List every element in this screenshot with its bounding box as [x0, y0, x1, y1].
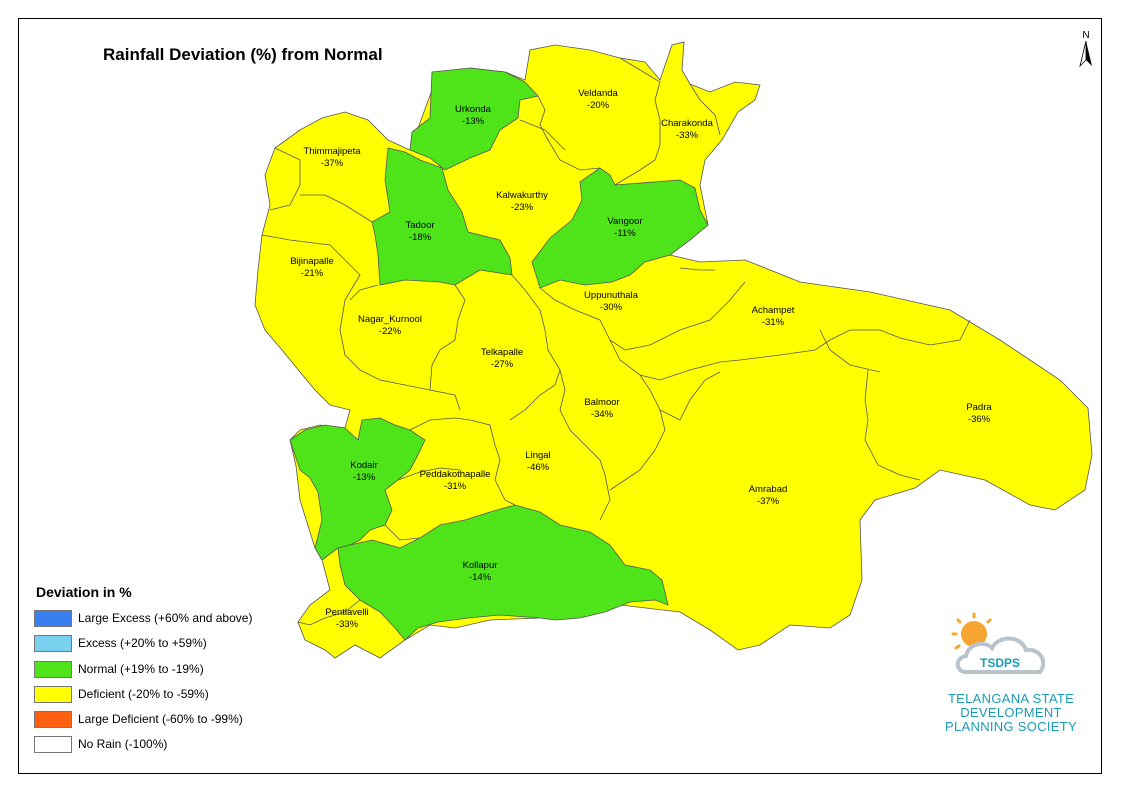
mandal-value-balmoor: -34%: [591, 409, 614, 420]
mandal-value-kalwakurthy: -23%: [511, 202, 534, 213]
mandal-name-nagar-kurnool: Nagar_Kurnool: [358, 314, 422, 325]
mandal-name-urkonda: Urkonda: [455, 104, 492, 115]
legend: Deviation in % Large Excess (+60% and ab…: [30, 584, 252, 762]
mandal-name-padra: Padra: [966, 402, 992, 413]
legend-item: No Rain (-100%): [30, 736, 167, 761]
logo-line: TELANGANA STATE: [947, 691, 1075, 706]
mandal-value-nagar-kurnool: -22%: [379, 326, 402, 337]
mandal-name-kodair: Kodair: [350, 460, 377, 471]
legend-swatch: [34, 711, 72, 729]
mandal-value-bijinapalle: -21%: [301, 268, 324, 279]
map-title: Rainfall Deviation (%) from Normal: [103, 45, 383, 64]
mandal-value-kollapur: -14%: [469, 572, 492, 583]
mandal-value-padra: -36%: [968, 414, 991, 425]
legend-label: Large Deficient (-60% to -99%): [78, 712, 243, 727]
mandal-kollapur[interactable]: [337, 504, 669, 641]
mandal-name-lingal: Lingal: [525, 450, 550, 461]
mandal-value-thimmajipeta: -37%: [321, 158, 344, 169]
cloud-icon: [955, 636, 1046, 674]
legend-title: Deviation in %: [36, 584, 132, 600]
mandal-value-veldanda: -20%: [587, 100, 610, 111]
mandal-name-balmoor: Balmoor: [584, 397, 619, 408]
mandal-kodair[interactable]: [289, 417, 426, 561]
legend-label: Deficient (-20% to -59%): [78, 686, 209, 701]
mandal-name-kollapur: Kollapur: [463, 560, 498, 571]
mandal-name-charakonda: Charakonda: [661, 118, 713, 129]
legend-label: Excess (+20% to +59%): [78, 636, 207, 651]
mandal-name-achampet: Achampet: [752, 305, 795, 316]
legend-item: Large Excess (+60% and above): [30, 610, 252, 635]
legend-swatch: [34, 635, 72, 653]
mandal-name-tadoor: Tadoor: [405, 220, 434, 231]
mandal-value-peddakothapalle: -31%: [444, 481, 467, 492]
tsdps-logo: TSDPS: [951, 612, 1046, 674]
mandal-value-achampet: -31%: [762, 317, 785, 328]
mandal-name-telkapalle: Telkapalle: [481, 347, 523, 358]
north-arrow-icon: N: [1079, 30, 1092, 68]
legend-item: Normal (+19% to -19%): [30, 660, 204, 686]
logo-acronym: TSDPS: [980, 656, 1020, 670]
legend-label: Large Excess (+60% and above): [78, 611, 253, 625]
mandal-name-kalwakurthy: Kalwakurthy: [496, 190, 548, 201]
legend-swatch: [34, 610, 72, 627]
legend-item: Excess (+20% to +59%): [30, 635, 207, 660]
logo-line: PLANNING SOCIETY: [945, 719, 1077, 734]
legend-label: Normal (+19% to -19%): [78, 661, 204, 676]
legend-swatch: [34, 685, 72, 703]
mandal-name-amrabad: Amrabad: [749, 484, 788, 495]
sun-icon: [951, 612, 992, 650]
legend-item: Deficient (-20% to -59%): [30, 685, 209, 711]
mandal-boundaries: [261, 57, 971, 626]
mandal-value-telkapalle: -27%: [491, 359, 514, 370]
district-outline: [254, 41, 1093, 659]
mandal-value-urkonda: -13%: [462, 116, 485, 127]
legend-item: Large Deficient (-60% to -99%): [30, 711, 243, 736]
mandal-value-kodair: -13%: [353, 472, 376, 483]
mandal-name-uppunuthala: Uppunuthala: [584, 290, 639, 301]
mandal-name-bijinapalle: Bijinapalle: [290, 256, 333, 267]
mandal-vangoor[interactable]: [531, 167, 709, 289]
mandal-name-vangoor: Vangoor: [607, 216, 642, 227]
mandal-value-tadoor: -18%: [409, 232, 432, 243]
mandal-tadoor[interactable]: [371, 147, 513, 286]
logo-text: TELANGANA STATE DEVELOPMENT PLANNING SOC…: [936, 692, 1086, 734]
mandal-value-uppunuthala: -30%: [600, 302, 623, 313]
mandal-value-amrabad: -37%: [757, 496, 780, 507]
north-label: N: [1082, 30, 1089, 41]
legend-label: No Rain (-100%): [78, 737, 168, 752]
legend-swatch: [34, 736, 72, 754]
legend-swatch: [34, 660, 72, 678]
mandal-name-pentlavelli: Pentlavelli: [325, 607, 368, 618]
mandal-value-charakonda: -33%: [676, 130, 699, 141]
mandal-name-thimmajipeta: Thimmajipeta: [303, 146, 361, 157]
mandal-value-lingal: -46%: [527, 462, 550, 473]
logo-line: DEVELOPMENT: [960, 705, 1062, 720]
mandal-name-peddakothapalle: Peddakothapalle: [420, 469, 491, 480]
mandal-urkonda[interactable]: [409, 67, 539, 171]
mandal-value-pentlavelli: -33%: [336, 619, 359, 630]
mandal-value-vangoor: -11%: [614, 228, 636, 239]
mandal-name-veldanda: Veldanda: [578, 88, 618, 99]
